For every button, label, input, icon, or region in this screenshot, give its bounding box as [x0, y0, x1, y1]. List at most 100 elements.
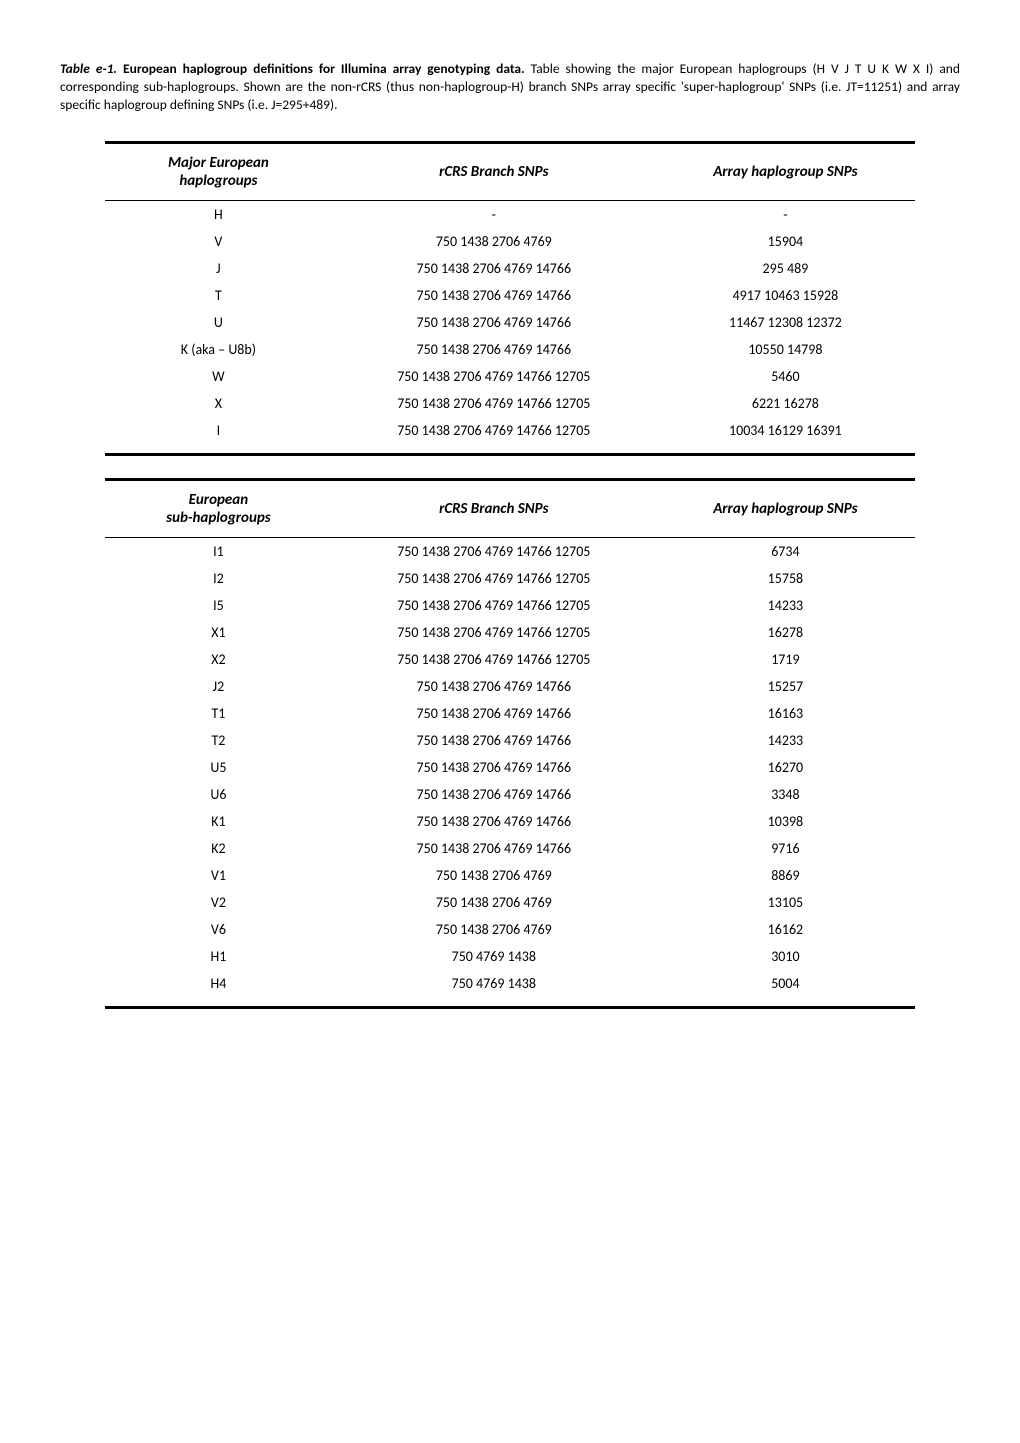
- table-row: K2750 1438 2706 4769 147669716: [105, 835, 915, 862]
- table-row: I5750 1438 2706 4769 14766 1270514233: [105, 592, 915, 619]
- table-cell: 14233: [656, 727, 915, 754]
- table-cell: 8869: [656, 862, 915, 889]
- table-row: U6750 1438 2706 4769 147663348: [105, 781, 915, 808]
- table-cell: 750 1438 2706 4769 14766: [332, 673, 656, 700]
- table-cell: 16162: [656, 916, 915, 943]
- major-haplogroups-table: Major Europeanhaplogroups rCRS Branch SN…: [105, 141, 915, 456]
- table-cell: T2: [105, 727, 332, 754]
- table2-body: I1750 1438 2706 4769 14766 127056734I275…: [105, 537, 915, 1007]
- table-row: V1750 1438 2706 47698869: [105, 862, 915, 889]
- t1-h1: rCRS Branch SNPs: [332, 142, 656, 200]
- table-row: I2750 1438 2706 4769 14766 1270515758: [105, 565, 915, 592]
- table-cell: 750 1438 2706 4769 14766 12705: [332, 565, 656, 592]
- table-cell: J2: [105, 673, 332, 700]
- table-cell: 3010: [656, 943, 915, 970]
- table-cell: X: [105, 390, 332, 417]
- table-cell: 750 1438 2706 4769 14766 12705: [332, 363, 656, 390]
- table-cell: I: [105, 417, 332, 455]
- table-cell: 750 1438 2706 4769 14766 12705: [332, 417, 656, 455]
- table-cell: I1: [105, 537, 332, 565]
- table-cell: I5: [105, 592, 332, 619]
- table-row: T750 1438 2706 4769 147664917 10463 1592…: [105, 282, 915, 309]
- table-row: X1750 1438 2706 4769 14766 1270516278: [105, 619, 915, 646]
- table-cell: -: [656, 200, 915, 228]
- table-cell: X1: [105, 619, 332, 646]
- table-cell: J: [105, 255, 332, 282]
- table-row: X750 1438 2706 4769 14766 127056221 1627…: [105, 390, 915, 417]
- table-cell: 16270: [656, 754, 915, 781]
- table-cell: 750 1438 2706 4769: [332, 228, 656, 255]
- table-cell: U6: [105, 781, 332, 808]
- table-cell: 750 1438 2706 4769: [332, 889, 656, 916]
- table-cell: 750 1438 2706 4769 14766 12705: [332, 619, 656, 646]
- table-cell: 16163: [656, 700, 915, 727]
- table-row: V6750 1438 2706 476916162: [105, 916, 915, 943]
- table-cell: 750 1438 2706 4769 14766: [332, 835, 656, 862]
- sub-haplogroups-table: Europeansub-haplogroups rCRS Branch SNPs…: [105, 478, 915, 1009]
- table-cell: 3348: [656, 781, 915, 808]
- table-row: U5750 1438 2706 4769 1476616270: [105, 754, 915, 781]
- table-cell: 4917 10463 15928: [656, 282, 915, 309]
- table-cell: 14233: [656, 592, 915, 619]
- table-cell: T1: [105, 700, 332, 727]
- table-row: H4750 4769 14385004: [105, 970, 915, 1008]
- table-cell: V: [105, 228, 332, 255]
- table-cell: 11467 12308 12372: [656, 309, 915, 336]
- table-cell: V1: [105, 862, 332, 889]
- table-cell: 15257: [656, 673, 915, 700]
- table-cell: 9716: [656, 835, 915, 862]
- table-cell: 750 4769 1438: [332, 970, 656, 1008]
- table-cell: 750 1438 2706 4769: [332, 916, 656, 943]
- table-cell: 10398: [656, 808, 915, 835]
- table-cell: 750 1438 2706 4769 14766 12705: [332, 592, 656, 619]
- table-cell: H1: [105, 943, 332, 970]
- table1-body: H--V750 1438 2706 476915904J750 1438 270…: [105, 200, 915, 454]
- table-row: H--: [105, 200, 915, 228]
- table-cell: 5460: [656, 363, 915, 390]
- table-cell: 16278: [656, 619, 915, 646]
- table-cell: K2: [105, 835, 332, 862]
- table-cell: -: [332, 200, 656, 228]
- table-cell: W: [105, 363, 332, 390]
- table-cell: H: [105, 200, 332, 228]
- table-cell: K1: [105, 808, 332, 835]
- table-cell: 750 1438 2706 4769 14766: [332, 255, 656, 282]
- table-row: J750 1438 2706 4769 14766295 489: [105, 255, 915, 282]
- table-cell: 15904: [656, 228, 915, 255]
- table-row: I1750 1438 2706 4769 14766 127056734: [105, 537, 915, 565]
- table-cell: 750 4769 1438: [332, 943, 656, 970]
- table-cell: I2: [105, 565, 332, 592]
- table-cell: V2: [105, 889, 332, 916]
- table-cell: 15758: [656, 565, 915, 592]
- table-row: K (aka – U8b)750 1438 2706 4769 14766105…: [105, 336, 915, 363]
- table-row: J2750 1438 2706 4769 1476615257: [105, 673, 915, 700]
- table-cell: 750 1438 2706 4769 14766: [332, 700, 656, 727]
- table-cell: 10550 14798: [656, 336, 915, 363]
- table-cell: 750 1438 2706 4769 14766: [332, 754, 656, 781]
- table-row: H1750 4769 14383010: [105, 943, 915, 970]
- table-row: V2750 1438 2706 476913105: [105, 889, 915, 916]
- table-cell: 750 1438 2706 4769 14766: [332, 282, 656, 309]
- table-caption: Table e-1. European haplogroup definitio…: [60, 60, 960, 115]
- t2-h0: Europeansub-haplogroups: [105, 479, 332, 537]
- table-cell: U: [105, 309, 332, 336]
- table1-header-row: Major Europeanhaplogroups rCRS Branch SN…: [105, 142, 915, 200]
- caption-label: Table e-1.: [60, 60, 117, 77]
- table-cell: 750 1438 2706 4769 14766 12705: [332, 537, 656, 565]
- t1-h2: Array haplogroup SNPs: [656, 142, 915, 200]
- table-row: V750 1438 2706 476915904: [105, 228, 915, 255]
- table-cell: K (aka – U8b): [105, 336, 332, 363]
- table-cell: 750 1438 2706 4769 14766: [332, 727, 656, 754]
- caption-title: European haplogroup definitions for Illu…: [123, 60, 525, 77]
- table-row: U750 1438 2706 4769 1476611467 12308 123…: [105, 309, 915, 336]
- table-cell: 750 1438 2706 4769: [332, 862, 656, 889]
- table-cell: 750 1438 2706 4769 14766: [332, 808, 656, 835]
- table-cell: 750 1438 2706 4769 14766: [332, 336, 656, 363]
- table-cell: 750 1438 2706 4769 14766: [332, 309, 656, 336]
- t2-h2: Array haplogroup SNPs: [656, 479, 915, 537]
- table-cell: 6221 16278: [656, 390, 915, 417]
- t2-h1: rCRS Branch SNPs: [332, 479, 656, 537]
- table-cell: 1719: [656, 646, 915, 673]
- table-cell: U5: [105, 754, 332, 781]
- table-row: T1750 1438 2706 4769 1476616163: [105, 700, 915, 727]
